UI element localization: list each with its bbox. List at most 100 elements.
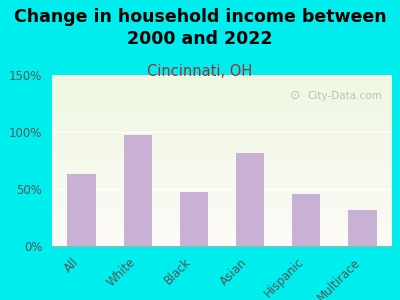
Bar — [52, 114, 392, 116]
Bar — [52, 136, 392, 138]
Bar — [52, 97, 392, 99]
Bar — [52, 92, 392, 94]
Bar — [52, 243, 392, 244]
Bar — [52, 215, 392, 217]
Bar — [52, 238, 392, 239]
Bar — [236, 152, 264, 246]
Bar — [52, 207, 392, 208]
Bar — [52, 128, 392, 130]
Bar — [52, 191, 392, 193]
Bar — [52, 130, 392, 131]
Bar — [52, 104, 392, 106]
Bar — [52, 160, 392, 162]
Bar — [52, 203, 392, 205]
Bar — [52, 195, 392, 197]
Bar — [52, 162, 392, 164]
Bar — [52, 239, 392, 241]
Bar — [52, 123, 392, 124]
Bar — [52, 241, 392, 243]
Text: Cincinnati, OH: Cincinnati, OH — [147, 64, 253, 80]
Bar — [52, 157, 392, 159]
Bar — [52, 231, 392, 232]
Bar — [52, 89, 392, 90]
Bar — [52, 167, 392, 169]
Bar — [52, 131, 392, 133]
Text: City-Data.com: City-Data.com — [307, 91, 382, 100]
Bar — [52, 133, 392, 135]
Bar — [52, 148, 392, 150]
Bar — [52, 124, 392, 126]
Bar — [52, 116, 392, 118]
Bar — [52, 226, 392, 227]
Bar — [52, 229, 392, 231]
Bar — [68, 174, 96, 246]
Bar — [52, 202, 392, 203]
Bar — [52, 154, 392, 155]
Bar — [52, 181, 392, 183]
Bar — [52, 142, 392, 143]
Bar — [52, 174, 392, 176]
Bar — [52, 212, 392, 214]
Bar — [52, 183, 392, 184]
Bar — [52, 155, 392, 157]
Bar — [52, 152, 392, 154]
Bar — [52, 126, 392, 128]
Bar — [52, 169, 392, 171]
Bar — [52, 107, 392, 109]
Bar — [180, 192, 208, 246]
Bar — [52, 219, 392, 220]
Bar — [52, 205, 392, 207]
Bar — [52, 150, 392, 152]
Bar — [52, 106, 392, 107]
Bar — [52, 244, 392, 246]
Bar — [52, 166, 392, 167]
Bar — [52, 172, 392, 174]
Bar — [52, 198, 392, 200]
Bar — [52, 159, 392, 161]
Text: ⊙: ⊙ — [290, 89, 300, 102]
Bar — [52, 184, 392, 186]
Bar — [124, 135, 152, 246]
Bar — [52, 85, 392, 87]
Bar — [52, 196, 392, 198]
Bar — [52, 145, 392, 147]
Bar — [52, 111, 392, 112]
Bar — [52, 100, 392, 102]
Bar — [52, 210, 392, 212]
Bar — [52, 147, 392, 148]
Bar — [52, 193, 392, 195]
Bar — [348, 209, 376, 246]
Bar — [52, 135, 392, 137]
Bar — [52, 232, 392, 234]
Bar — [52, 188, 392, 190]
Bar — [52, 109, 392, 111]
Bar — [52, 222, 392, 224]
Bar — [52, 234, 392, 236]
Bar — [52, 102, 392, 104]
Bar — [52, 179, 392, 181]
Bar — [52, 208, 392, 210]
Bar — [52, 214, 392, 215]
Bar — [52, 99, 392, 100]
Bar — [52, 118, 392, 119]
Bar — [52, 176, 392, 178]
Bar — [52, 77, 392, 78]
Bar — [52, 82, 392, 83]
Bar — [52, 190, 392, 191]
Bar — [52, 121, 392, 123]
Bar — [52, 90, 392, 92]
Bar — [52, 80, 392, 82]
Bar — [52, 186, 392, 188]
Bar — [52, 140, 392, 142]
Bar — [52, 220, 392, 222]
Bar — [52, 87, 392, 89]
Bar — [52, 94, 392, 95]
Bar — [52, 119, 392, 121]
Bar — [52, 227, 392, 229]
Bar — [52, 178, 392, 179]
Bar — [52, 95, 392, 97]
Bar — [52, 164, 392, 166]
Bar — [52, 200, 392, 202]
Bar — [52, 143, 392, 145]
Bar — [52, 78, 392, 80]
